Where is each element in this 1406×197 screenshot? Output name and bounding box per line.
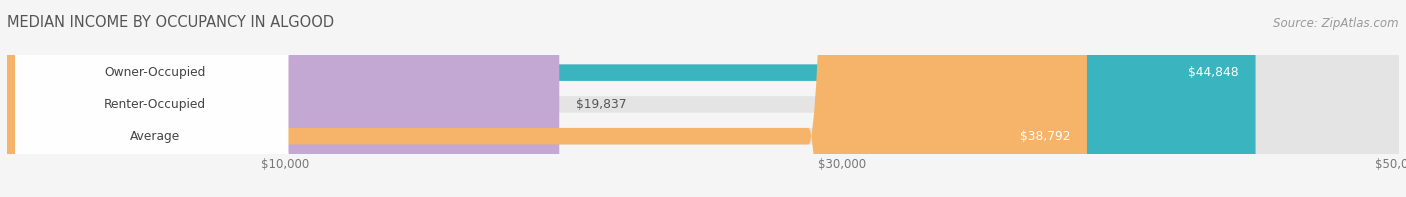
FancyBboxPatch shape xyxy=(15,0,288,197)
Text: Renter-Occupied: Renter-Occupied xyxy=(104,98,205,111)
Text: MEDIAN INCOME BY OCCUPANCY IN ALGOOD: MEDIAN INCOME BY OCCUPANCY IN ALGOOD xyxy=(7,15,335,30)
Text: $38,792: $38,792 xyxy=(1019,130,1070,143)
FancyBboxPatch shape xyxy=(7,0,1399,197)
Text: $44,848: $44,848 xyxy=(1188,66,1239,79)
FancyBboxPatch shape xyxy=(7,0,1256,197)
Text: $19,837: $19,837 xyxy=(576,98,627,111)
Text: Owner-Occupied: Owner-Occupied xyxy=(104,66,205,79)
Text: Average: Average xyxy=(129,130,180,143)
FancyBboxPatch shape xyxy=(15,0,288,197)
Text: Source: ZipAtlas.com: Source: ZipAtlas.com xyxy=(1274,17,1399,30)
FancyBboxPatch shape xyxy=(7,0,1399,197)
FancyBboxPatch shape xyxy=(7,0,560,197)
FancyBboxPatch shape xyxy=(7,0,1399,197)
FancyBboxPatch shape xyxy=(15,0,288,197)
FancyBboxPatch shape xyxy=(7,0,1087,197)
